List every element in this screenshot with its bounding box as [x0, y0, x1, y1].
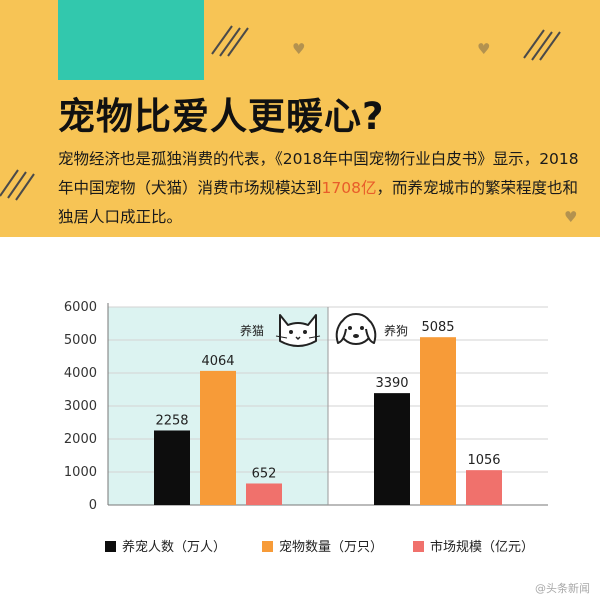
- legend-swatch: [105, 541, 116, 552]
- legend-label: 宠物数量（万只）: [279, 539, 383, 555]
- teal-decoration: [58, 0, 204, 80]
- y-tick-label: 4000: [64, 366, 97, 381]
- intro-text-after: ，而养宠城市的繁荣程度也和独居人口成正比。: [58, 179, 578, 226]
- y-tick-label: 2000: [64, 432, 97, 447]
- y-tick-label: 5000: [64, 333, 97, 348]
- y-tick-label: 3000: [64, 399, 97, 414]
- bar-chart: 0 1000 2000 3000 4000 5000 6000 2258 4064 652 3390…: [64, 300, 548, 555]
- page-title: 宠物比爱人更暖心?: [58, 95, 385, 138]
- cat-icon: [275, 314, 321, 347]
- heart-icon: ♥: [564, 208, 578, 226]
- bar: [154, 430, 190, 505]
- hatch-lines-top-left: [211, 25, 249, 57]
- bar: [246, 483, 282, 505]
- legend-label: 市场规模（亿元）: [430, 539, 534, 555]
- y-tick-label: 0: [89, 498, 97, 513]
- bar: [420, 337, 456, 505]
- group-label: 养猫: [240, 323, 264, 338]
- intro-paragraph: 宠物经济也是孤独消费的代表，《2018年中国宠物行业白皮书》显示，2018年中国…: [58, 145, 588, 232]
- bar: [200, 370, 236, 505]
- heart-icon: ♥: [292, 40, 306, 58]
- group-label: 养狗: [384, 323, 408, 338]
- legend-swatch: [262, 541, 273, 552]
- y-tick-label: 1000: [64, 465, 97, 480]
- chart-area: 0 1000 2000 3000 4000 5000 6000 2258 4064 652 3390…: [0, 237, 600, 600]
- legend-swatch: [413, 541, 424, 552]
- dog-icon: [335, 313, 377, 345]
- data-label: 5085: [421, 320, 454, 335]
- watermark: @头条新闻: [535, 582, 590, 595]
- heart-icon: ♥: [477, 40, 491, 58]
- data-label: 1056: [467, 453, 500, 468]
- bar: [374, 393, 410, 505]
- data-label: 652: [252, 466, 277, 481]
- header-banner: ♥ ♥ ♥ 宠物比爱人更暖心? 宠物经济也是孤独消费的代表，《2018年中国宠物…: [0, 0, 600, 237]
- hatch-lines-top-right: [523, 29, 561, 61]
- y-tick-label: 6000: [64, 300, 97, 315]
- data-label: 4064: [201, 354, 234, 369]
- data-label: 2258: [155, 413, 188, 428]
- bar: [466, 470, 502, 505]
- intro-text-before: 宠物经济也是孤独消费的代表，《2018年中国宠物行业白皮书》显示，2018年中国…: [58, 150, 579, 197]
- hatch-lines-left: [0, 169, 35, 201]
- intro-highlight: 1708亿: [321, 179, 377, 197]
- legend-label: 养宠人数（万人）: [122, 539, 226, 555]
- data-label: 3390: [375, 376, 408, 391]
